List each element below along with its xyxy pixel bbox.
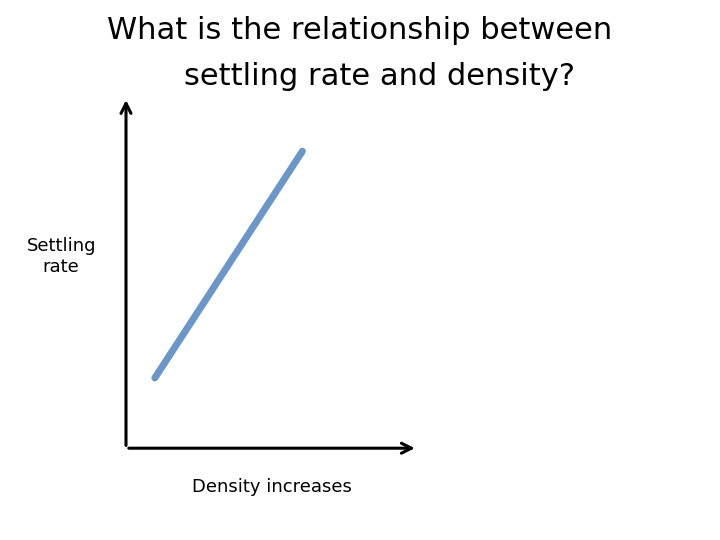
Text: settling rate and density?: settling rate and density? bbox=[145, 62, 575, 91]
Text: Settling
rate: Settling rate bbox=[27, 237, 96, 276]
Text: Density increases: Density increases bbox=[192, 478, 352, 496]
Text: What is the relationship between: What is the relationship between bbox=[107, 16, 613, 45]
